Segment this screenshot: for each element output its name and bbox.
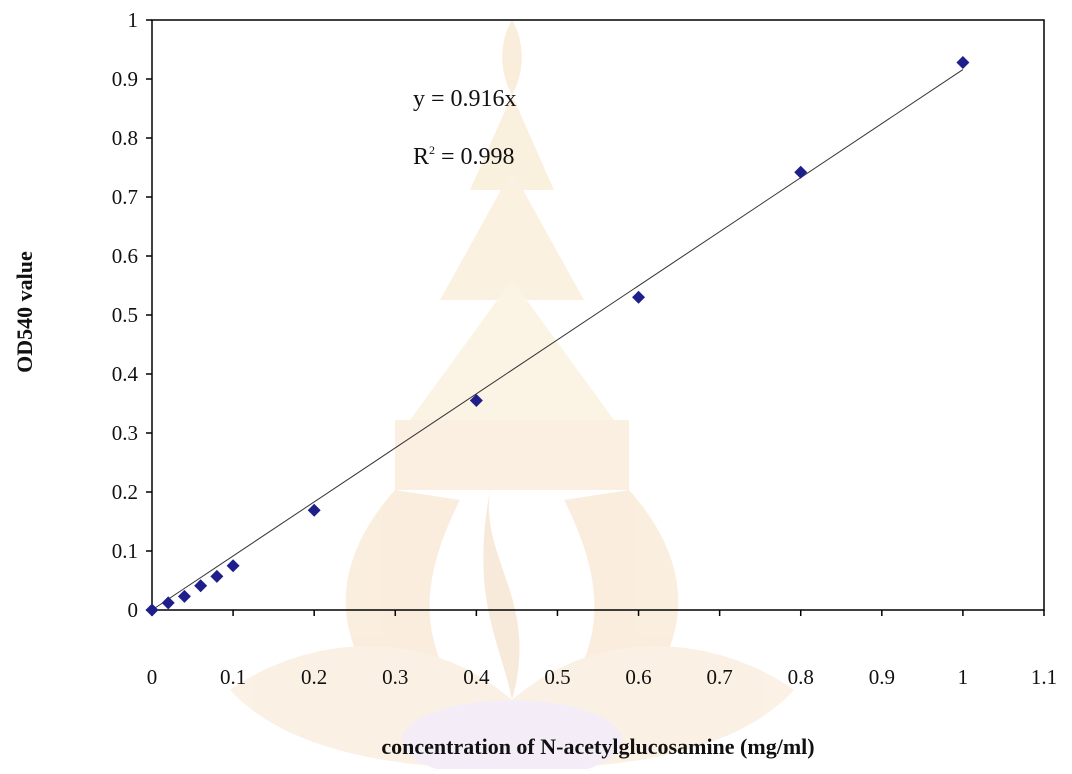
data-point xyxy=(632,290,646,304)
y-tick-label: 1 xyxy=(128,8,139,32)
watermark-emblem xyxy=(230,20,794,774)
trendline xyxy=(151,69,964,611)
data-point xyxy=(956,55,970,69)
data-point xyxy=(794,165,808,179)
y-tick-label: 0.4 xyxy=(112,362,139,386)
x-tick-label: 0 xyxy=(147,665,158,689)
data-point xyxy=(307,503,321,517)
y-tick-label: 0.1 xyxy=(112,539,138,563)
x-tick-label: 0.5 xyxy=(544,665,570,689)
x-axis-title: concentration of N-acetylglucosamine (mg… xyxy=(381,734,814,759)
x-tick-label: 1.1 xyxy=(1031,665,1057,689)
y-tick-label: 0.9 xyxy=(112,67,138,91)
r-squared-value: = 0.998 xyxy=(435,144,515,170)
y-tick-label: 0.3 xyxy=(112,421,138,445)
data-point xyxy=(226,559,240,573)
y-tick-label: 0.2 xyxy=(112,480,138,504)
x-tick-label: 0.8 xyxy=(788,665,814,689)
y-tick-label: 0.5 xyxy=(112,303,138,327)
y-axis-title: OD540 value xyxy=(12,251,37,373)
x-tick-label: 0.1 xyxy=(220,665,246,689)
x-tick-label: 0.3 xyxy=(382,665,408,689)
x-tick-label: 1 xyxy=(958,665,969,689)
y-tick-label: 0.7 xyxy=(112,185,138,209)
x-tick-label: 0.2 xyxy=(301,665,327,689)
r-squared-symbol: R xyxy=(413,144,429,170)
data-point xyxy=(177,589,191,603)
data-point xyxy=(161,596,175,610)
trendline-equation: y = 0.916x xyxy=(413,86,517,112)
plot-area: 0 0.1 0.2 0.3 0.4 0.5 0.6 0.7 0.8 0.9 1 0 0.1 0.2 0.3 0… xyxy=(112,8,1057,689)
y-tick-label: 0.8 xyxy=(112,126,138,150)
y-tick-label: 0.6 xyxy=(112,244,138,268)
y-tick-label: 0 xyxy=(128,598,139,622)
r-squared-annotation: R2 = 0.998 xyxy=(413,143,515,170)
r-squared-superscript: 2 xyxy=(429,143,435,157)
data-point xyxy=(210,569,224,583)
data-point xyxy=(145,603,159,617)
data-point xyxy=(194,579,208,593)
x-tick-label: 0.4 xyxy=(463,665,490,689)
data-point xyxy=(469,394,483,408)
x-tick-label: 0.9 xyxy=(869,665,895,689)
x-tick-label: 0.7 xyxy=(707,665,733,689)
x-tick-label: 0.6 xyxy=(625,665,651,689)
